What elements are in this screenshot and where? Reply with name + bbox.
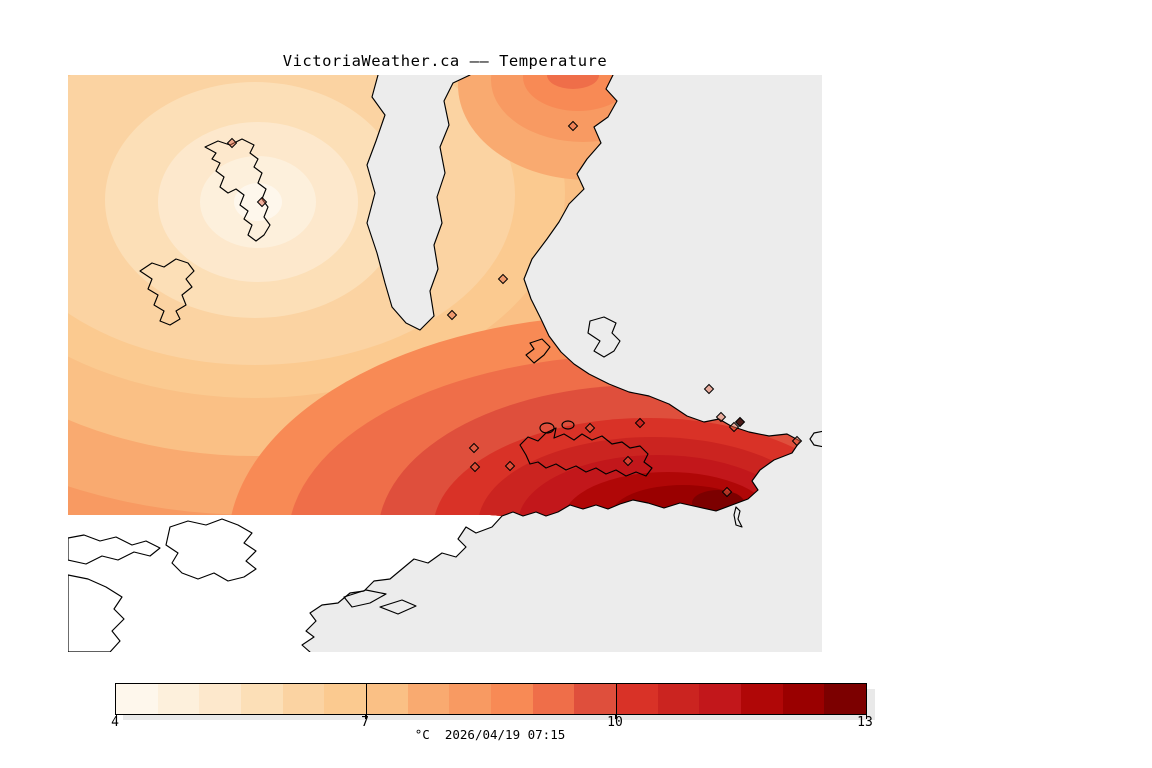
colorbar-segment: [324, 684, 367, 714]
station-marker: [567, 120, 579, 132]
station-marker: [715, 411, 727, 423]
colorbar-tick-mark: [615, 714, 617, 719]
colorbar-segment: [199, 684, 242, 714]
salt-spring-island-coast: [204, 138, 271, 242]
elk-lake-outline: [587, 316, 621, 358]
temperature-map: [67, 74, 831, 653]
colorbar-tick-label: 13: [857, 715, 873, 730]
station-marker: [469, 461, 481, 473]
station-marker: [721, 486, 733, 498]
colorbar-segment: [491, 684, 533, 714]
station-marker: [256, 196, 268, 208]
map-area: [67, 74, 831, 653]
trial-island: [733, 506, 743, 528]
station-marker: [504, 460, 516, 472]
colorbar: [115, 683, 867, 719]
map-title: VictoriaWeather.ca –– Temperature: [282, 52, 608, 70]
colorbar-tick-label: 10: [607, 715, 623, 730]
colorbar-tick-mark: [865, 714, 867, 719]
colorbar-segment: [616, 684, 658, 714]
colorbar-tick-labels: 4 7 10 13: [111, 715, 873, 731]
station-marker: [497, 273, 509, 285]
colorbar-tick-line: [366, 684, 368, 714]
colorbar-segment: [157, 684, 200, 714]
colorbar-tick-label: 7: [361, 715, 369, 730]
station-marker: [791, 435, 803, 447]
nodata-land: [68, 515, 502, 652]
sooke-basin-water: [67, 534, 161, 565]
victoria-harbour: [519, 427, 653, 477]
saanich-inlet-coast: [366, 74, 471, 331]
colorbar-tick-mark: [365, 714, 367, 719]
station-marker: [622, 455, 634, 467]
units-and-datetime: °C 2026/04/19 07:15: [414, 727, 566, 742]
station-markers: [226, 120, 803, 498]
colorbar-segment: [116, 684, 158, 714]
pedder-bay-inlet-2: [379, 599, 417, 615]
station-marker: [468, 442, 480, 454]
temperature-field: [68, 75, 800, 516]
station-marker: [703, 383, 715, 395]
colorbar-tick-line: [616, 684, 618, 714]
colorbar-segment: [282, 684, 325, 714]
prospect-lake-outline: [525, 338, 551, 364]
colorbar-segment: [782, 684, 825, 714]
colorbar-segment: [366, 684, 408, 714]
colorbar-segment: [241, 684, 283, 714]
blenkinsop-lake: [561, 420, 575, 430]
coastlines: [139, 74, 831, 653]
colorbar-segment: [657, 684, 700, 714]
station-marker: [226, 137, 238, 149]
colorbar-tick-mark: [115, 714, 117, 719]
colorbar-segment: [741, 684, 783, 714]
colorbar-segment: [449, 684, 492, 714]
peninsula-coast: [301, 74, 801, 653]
station-marker: [584, 422, 596, 434]
colorbar-segment: [532, 684, 575, 714]
colorbar-segments: [116, 684, 867, 714]
station-marker: [728, 421, 740, 433]
west-island-coast: [139, 258, 195, 326]
station-marker: [634, 417, 646, 429]
station-marker: [734, 416, 746, 428]
colorbar-tick-label: 4: [111, 715, 119, 730]
colorbar-segment: [699, 684, 742, 714]
station-marker: [446, 309, 458, 321]
colorbar-segment: [574, 684, 617, 714]
swan-lake: [539, 422, 555, 434]
langford-lakes: [165, 518, 257, 582]
colorbar-segment: [824, 684, 867, 714]
colorbar-segment: [407, 684, 450, 714]
